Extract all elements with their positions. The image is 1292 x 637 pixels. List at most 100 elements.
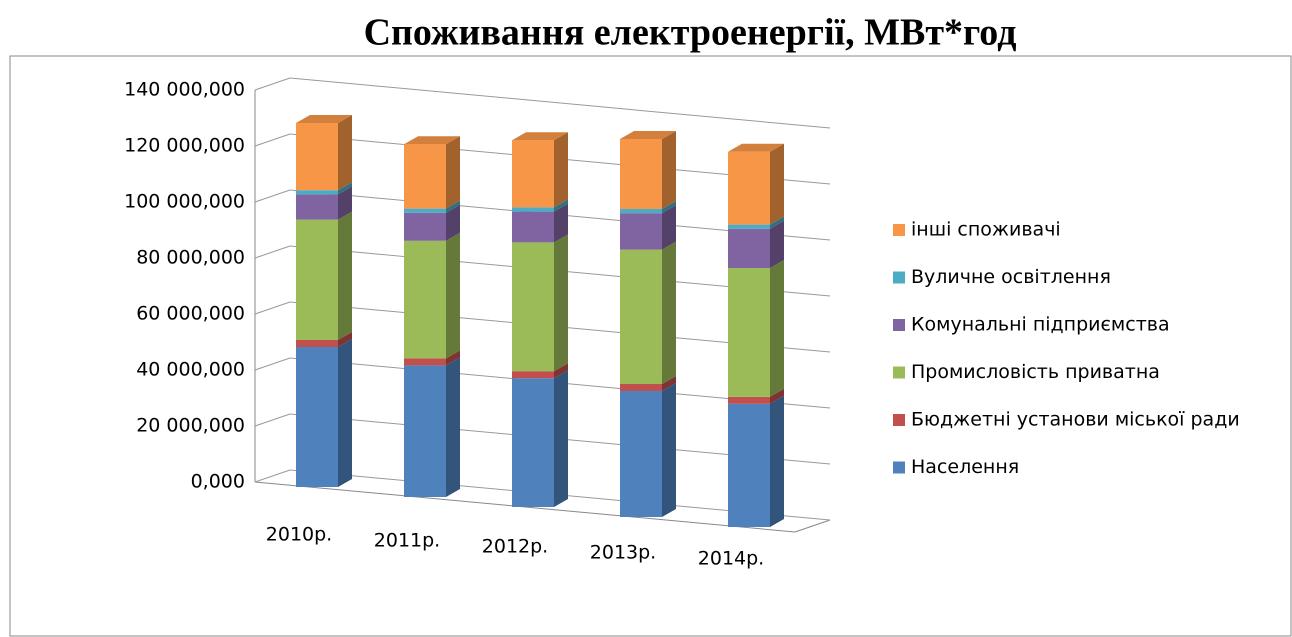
grid-line xyxy=(254,245,291,259)
bar-front xyxy=(620,391,662,517)
bar-front xyxy=(620,213,662,250)
bar-segment xyxy=(296,339,352,487)
bar-front xyxy=(512,140,554,208)
bar-side xyxy=(338,115,352,191)
bar-side xyxy=(770,395,784,527)
bar-segment xyxy=(512,199,568,212)
bar-front xyxy=(404,240,446,359)
bar-segment xyxy=(512,132,568,208)
x-tick-label: 2010р. xyxy=(266,524,332,546)
legend-swatch xyxy=(893,224,905,236)
bar-side xyxy=(662,241,676,384)
bar-segment xyxy=(404,200,460,213)
bar-front xyxy=(728,396,770,404)
y-tick-label: 80 000,000 xyxy=(136,247,245,269)
bar-segment xyxy=(296,186,352,220)
bar-front xyxy=(620,249,662,384)
bar-front xyxy=(728,268,770,397)
bar-segment xyxy=(296,182,352,195)
bar-segment xyxy=(512,370,568,507)
bar-side xyxy=(338,339,352,487)
bar-side xyxy=(446,136,460,209)
bar-segment xyxy=(620,205,676,250)
bar-front xyxy=(728,151,770,225)
legend-swatch xyxy=(893,461,905,474)
y-tick-label: 140 000,000 xyxy=(124,79,245,101)
bar-side xyxy=(770,388,784,404)
bar-side xyxy=(554,234,568,372)
bar-side xyxy=(770,220,784,268)
bar-segment xyxy=(728,388,784,404)
legend-swatch xyxy=(893,414,905,426)
bar-segment xyxy=(512,203,568,243)
chart-title: Споживання електроенергії, МВт*год xyxy=(364,12,1017,54)
bar-segment xyxy=(620,201,676,214)
bar-side xyxy=(554,370,568,507)
legend-label: Вуличне освітлення xyxy=(911,266,1111,288)
bar-segment xyxy=(620,241,676,384)
floor-side xyxy=(794,519,831,533)
bar-top xyxy=(512,132,568,141)
bar-front xyxy=(296,347,338,487)
bar-segment xyxy=(296,211,352,340)
bar-front xyxy=(296,190,338,195)
bar-front xyxy=(296,194,338,220)
bar-front xyxy=(404,208,446,213)
bar-segment xyxy=(404,204,460,241)
bar-segment xyxy=(728,260,784,397)
grid-line xyxy=(254,413,291,427)
bar-side xyxy=(662,205,676,250)
grid-line xyxy=(254,469,291,483)
bar-front xyxy=(512,211,554,243)
bar-segment xyxy=(620,131,676,209)
bar-segment xyxy=(296,332,352,347)
bar-front xyxy=(620,209,662,214)
bar-front xyxy=(404,144,446,209)
bar-segment xyxy=(728,216,784,229)
bar-side xyxy=(446,200,460,213)
x-tick-label: 2014р. xyxy=(698,548,764,570)
bar-front xyxy=(728,228,770,268)
legend-label: Бюджетні установи міської ради xyxy=(911,409,1240,431)
grid-line xyxy=(254,189,291,203)
bar-side xyxy=(446,204,460,241)
bar-side xyxy=(338,182,352,195)
bar-side xyxy=(446,232,460,359)
y-tick-label: 0,000 xyxy=(191,471,245,493)
bar-side xyxy=(554,132,568,208)
bar-top xyxy=(620,131,676,139)
bar-segment xyxy=(512,234,568,372)
bar-side xyxy=(338,186,352,220)
bar-front xyxy=(728,403,770,527)
bar-side xyxy=(662,131,676,209)
x-tick-label: 2013р. xyxy=(590,542,656,564)
bar-side xyxy=(554,199,568,212)
grid-line xyxy=(254,77,291,91)
bar-segment xyxy=(620,376,676,391)
y-tick-label: 60 000,000 xyxy=(136,303,245,325)
bar-segment xyxy=(404,350,460,366)
bar-front xyxy=(296,123,338,191)
bar-front xyxy=(296,340,338,347)
bar-top xyxy=(296,115,352,123)
bar-segment xyxy=(296,115,352,191)
bar-side xyxy=(446,357,460,497)
bar-front xyxy=(512,378,554,507)
bar-side xyxy=(662,376,676,391)
bar-side xyxy=(554,203,568,243)
grid-line xyxy=(254,301,291,315)
x-tick-label: 2011р. xyxy=(374,530,440,552)
bar-front xyxy=(728,224,770,229)
bar-segment xyxy=(620,383,676,517)
legend-label: Населення xyxy=(911,456,1019,478)
legend-label: Промисловість приватна xyxy=(911,361,1160,383)
bar-side xyxy=(662,383,676,517)
legend-label: Комунальні підприємства xyxy=(911,314,1170,336)
bar-segment xyxy=(404,357,460,497)
bar-side xyxy=(446,350,460,366)
bar-front xyxy=(404,358,446,366)
y-tick-label: 100 000,000 xyxy=(124,191,245,213)
bar-side xyxy=(770,216,784,229)
chart-frame xyxy=(9,55,1292,637)
